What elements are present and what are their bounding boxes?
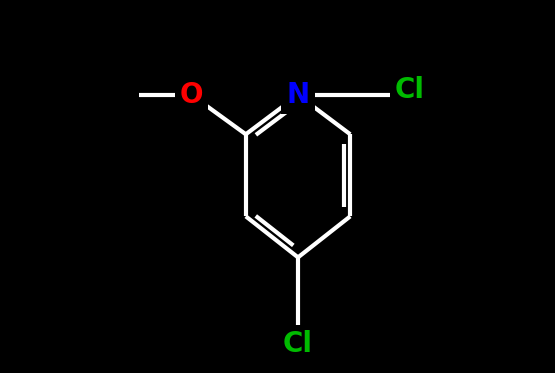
- Text: Cl: Cl: [395, 75, 425, 104]
- Text: Cl: Cl: [283, 330, 313, 358]
- Text: O: O: [180, 81, 204, 109]
- Text: N: N: [286, 81, 310, 109]
